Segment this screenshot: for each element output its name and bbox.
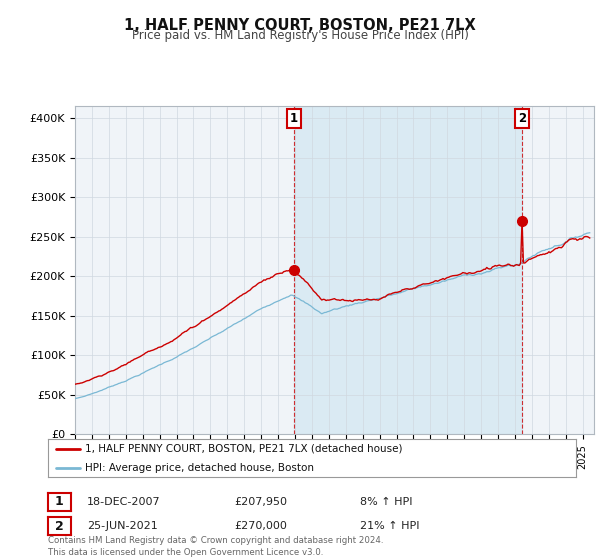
Bar [293, 106, 522, 434]
Text: £270,000: £270,000 [234, 521, 287, 531]
Text: 2: 2 [55, 520, 64, 533]
Text: Contains HM Land Registry data © Crown copyright and database right 2024.
This d: Contains HM Land Registry data © Crown c… [48, 536, 383, 557]
Text: 1: 1 [290, 112, 298, 125]
Text: 18-DEC-2007: 18-DEC-2007 [87, 497, 161, 507]
Text: 1, HALF PENNY COURT, BOSTON, PE21 7LX: 1, HALF PENNY COURT, BOSTON, PE21 7LX [124, 18, 476, 34]
Text: 8% ↑ HPI: 8% ↑ HPI [360, 497, 413, 507]
Text: Price paid vs. HM Land Registry's House Price Index (HPI): Price paid vs. HM Land Registry's House … [131, 29, 469, 42]
Text: 21% ↑ HPI: 21% ↑ HPI [360, 521, 419, 531]
Text: £207,950: £207,950 [234, 497, 287, 507]
Text: 25-JUN-2021: 25-JUN-2021 [87, 521, 158, 531]
Text: 1, HALF PENNY COURT, BOSTON, PE21 7LX (detached house): 1, HALF PENNY COURT, BOSTON, PE21 7LX (d… [85, 444, 403, 454]
Text: 2: 2 [518, 112, 526, 125]
Text: 1: 1 [55, 495, 64, 508]
Text: HPI: Average price, detached house, Boston: HPI: Average price, detached house, Bost… [85, 463, 314, 473]
